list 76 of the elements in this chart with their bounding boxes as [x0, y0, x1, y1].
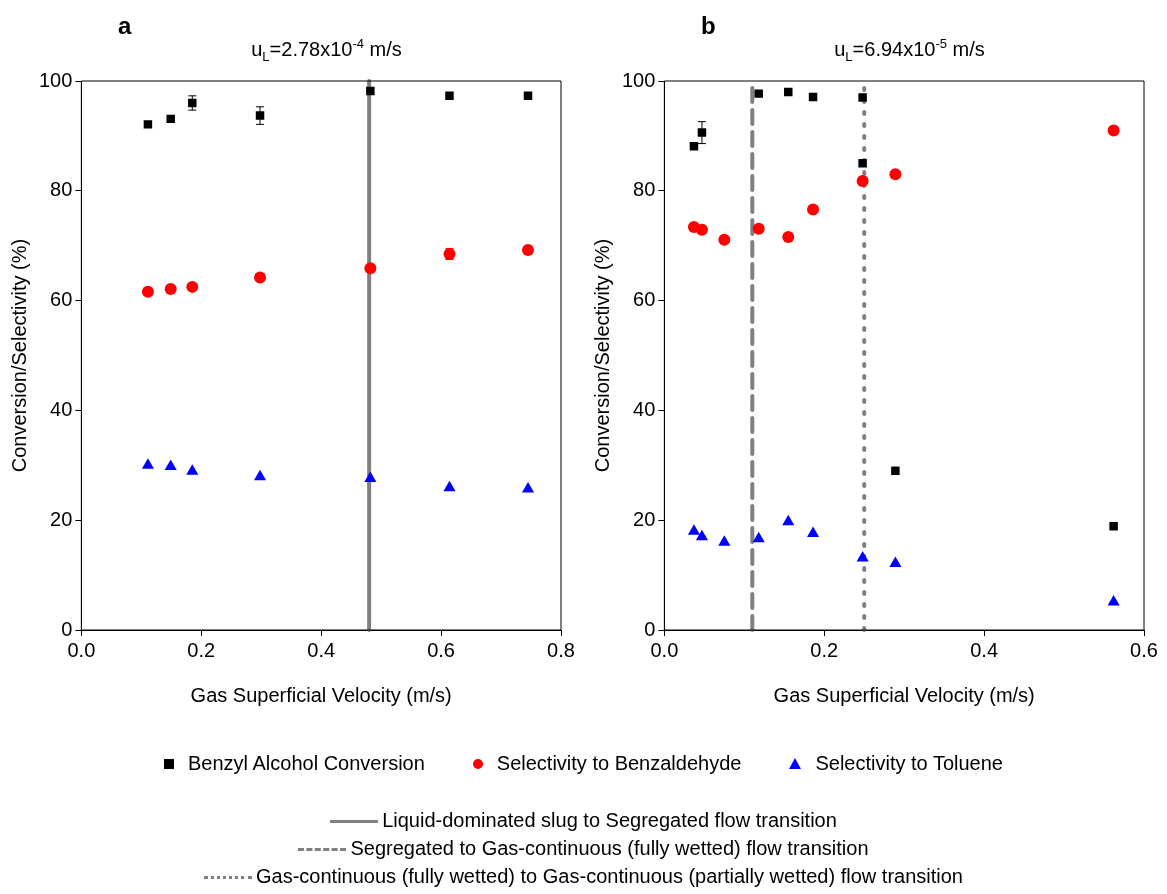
- point: [858, 93, 867, 102]
- chart-subtitle: u$_{L}$=2.78x10$^{-4}$ m/s: [251, 36, 402, 64]
- point: [752, 222, 765, 235]
- point: [521, 481, 535, 493]
- x-tick-label: 0.0: [650, 638, 679, 661]
- y-tick-label: 20: [50, 507, 73, 530]
- x-tick-label: 0.6: [1130, 638, 1158, 661]
- point: [254, 271, 267, 284]
- point: [186, 464, 199, 475]
- point: [445, 91, 454, 101]
- point: [889, 556, 902, 568]
- point: [891, 466, 900, 476]
- chart-title: b: [701, 12, 716, 40]
- point: [1107, 595, 1120, 606]
- point: [253, 469, 267, 481]
- y-tick-label: 40: [50, 397, 73, 420]
- y-axis-title: Conversion/Selectivity (%): [7, 238, 30, 473]
- point: [186, 280, 199, 293]
- point: [806, 526, 820, 537]
- legend-label: Liquid-dominated slug to Segregated flow transition: [382, 809, 837, 831]
- y-tick-label: 80: [50, 178, 73, 201]
- legend-label: Gas-continuous (fully wetted) to Gas-continuous (partially wetted) flow transition: [256, 865, 963, 887]
- y-tick-label: 0: [61, 617, 73, 640]
- legend-label: Segregated to Gas-continuous (fully wetted) flow transition: [350, 837, 869, 859]
- point: [782, 514, 795, 526]
- point: [718, 233, 731, 246]
- point: [689, 142, 699, 151]
- point: [695, 529, 708, 541]
- point: [164, 459, 177, 470]
- y-tick-label: 40: [633, 397, 656, 420]
- point: [522, 244, 535, 257]
- x-tick-label: 0.2: [187, 638, 216, 661]
- x-tick-label: 0.6: [427, 638, 455, 661]
- point: [856, 174, 869, 187]
- point: [143, 120, 153, 129]
- legend-label: Selectivity to Toluene: [815, 752, 1003, 775]
- x-axis-title: Gas Superficial Velocity (m/s): [773, 683, 1035, 706]
- y-tick-label: 60: [633, 288, 656, 311]
- y-tick-label: 100: [38, 68, 73, 91]
- chart-title: a: [118, 12, 132, 40]
- point: [364, 471, 377, 482]
- point: [164, 283, 177, 296]
- point: [1109, 522, 1118, 531]
- point: [858, 159, 867, 168]
- x-tick-label: 0.4: [307, 638, 336, 661]
- x-tick-label: 0.4: [970, 638, 999, 661]
- x-tick-label: 0.8: [547, 638, 575, 661]
- x-tick-label: 0.0: [67, 638, 96, 661]
- y-tick-label: 20: [633, 507, 656, 530]
- legend-label: Selectivity to Benzaldehyde: [496, 752, 742, 775]
- point: [166, 114, 175, 124]
- y-tick-label: 60: [50, 288, 73, 311]
- x-tick-label: 0.2: [810, 638, 839, 661]
- point: [443, 480, 456, 492]
- y-tick-label: 100: [621, 68, 656, 91]
- point: [1107, 124, 1120, 137]
- point: [695, 223, 708, 236]
- point: [141, 458, 154, 469]
- chart-subtitle: u$_{L}$=6.94x10$^{-5}$ m/s: [834, 36, 985, 64]
- point: [752, 531, 765, 543]
- point: [782, 230, 795, 243]
- point: [856, 551, 869, 562]
- point: [807, 203, 820, 216]
- x-axis-title: Gas Superficial Velocity (m/s): [190, 683, 452, 706]
- point: [889, 168, 902, 181]
- point: [687, 524, 701, 535]
- legend-label: Benzyl Alcohol Conversion: [188, 752, 425, 775]
- point: [754, 89, 763, 98]
- point: [718, 535, 731, 546]
- point: [141, 285, 154, 298]
- point: [366, 86, 375, 96]
- y-tick-label: 80: [633, 178, 656, 201]
- point: [364, 262, 377, 275]
- y-tick-label: 0: [644, 617, 656, 640]
- point: [784, 87, 793, 97]
- y-axis-title: Conversion/Selectivity (%): [590, 238, 613, 473]
